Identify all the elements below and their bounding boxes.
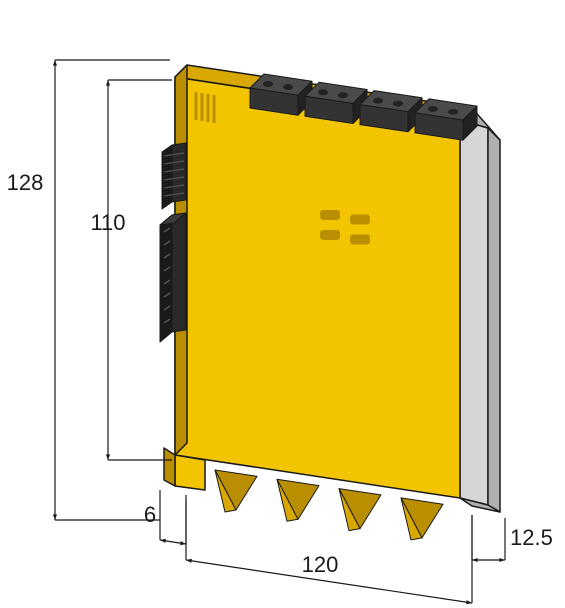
device-isometric — [160, 65, 500, 540]
dim-label-128: 128 — [7, 170, 44, 195]
dim-label-6: 6 — [144, 502, 156, 527]
dim-label-120: 120 — [302, 552, 339, 577]
dim-label-110: 110 — [90, 210, 125, 235]
dim-label-12-5: 12.5 — [510, 525, 553, 550]
